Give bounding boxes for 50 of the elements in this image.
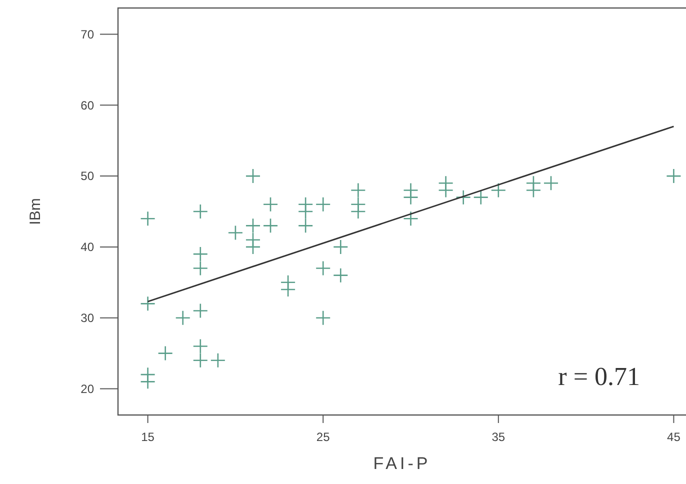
- point: [245, 218, 261, 234]
- y-tick-label: 50: [80, 169, 94, 184]
- point: [332, 268, 348, 283]
- point: [666, 168, 682, 184]
- point: [298, 204, 314, 220]
- point: [192, 338, 208, 354]
- y-tick-label: 60: [80, 98, 94, 112]
- point: [262, 218, 278, 234]
- y-tick-label: 20: [80, 382, 94, 396]
- point: [298, 218, 314, 234]
- point: [315, 310, 331, 326]
- point: [473, 190, 489, 205]
- point: [456, 190, 471, 205]
- point: [228, 225, 244, 240]
- y-tick-label: 70: [80, 27, 94, 42]
- point: [140, 296, 156, 312]
- point: [350, 204, 366, 220]
- point: [192, 204, 208, 220]
- point: [158, 346, 173, 361]
- point: [403, 210, 418, 226]
- point: [543, 175, 559, 191]
- point: [140, 210, 156, 226]
- point: [245, 239, 261, 255]
- point: [210, 352, 226, 368]
- y-tick-label: 40: [80, 240, 94, 254]
- y-axis-title: IBm: [27, 198, 44, 225]
- point: [245, 168, 261, 184]
- point: [438, 182, 454, 198]
- point: [192, 260, 208, 276]
- point: [192, 246, 208, 262]
- annotation: r = 0.71: [558, 362, 640, 391]
- x-tick-label: 35: [492, 430, 506, 444]
- x-tick-label: 45: [667, 430, 681, 444]
- point: [332, 239, 348, 255]
- x-tick-label: 25: [316, 430, 330, 444]
- point: [262, 196, 278, 212]
- x-tick-label: 15: [141, 430, 155, 444]
- y-tick-label: 30: [80, 311, 94, 326]
- point: [315, 196, 331, 212]
- point: [490, 182, 506, 198]
- point: [192, 303, 208, 318]
- point: [403, 190, 418, 205]
- point: [526, 182, 542, 198]
- point: [175, 310, 191, 326]
- point: [350, 182, 366, 198]
- x-axis-title: FAI-P: [373, 454, 431, 473]
- point: [192, 352, 208, 368]
- point: [315, 260, 331, 276]
- point: [280, 282, 296, 298]
- point: [140, 374, 156, 390]
